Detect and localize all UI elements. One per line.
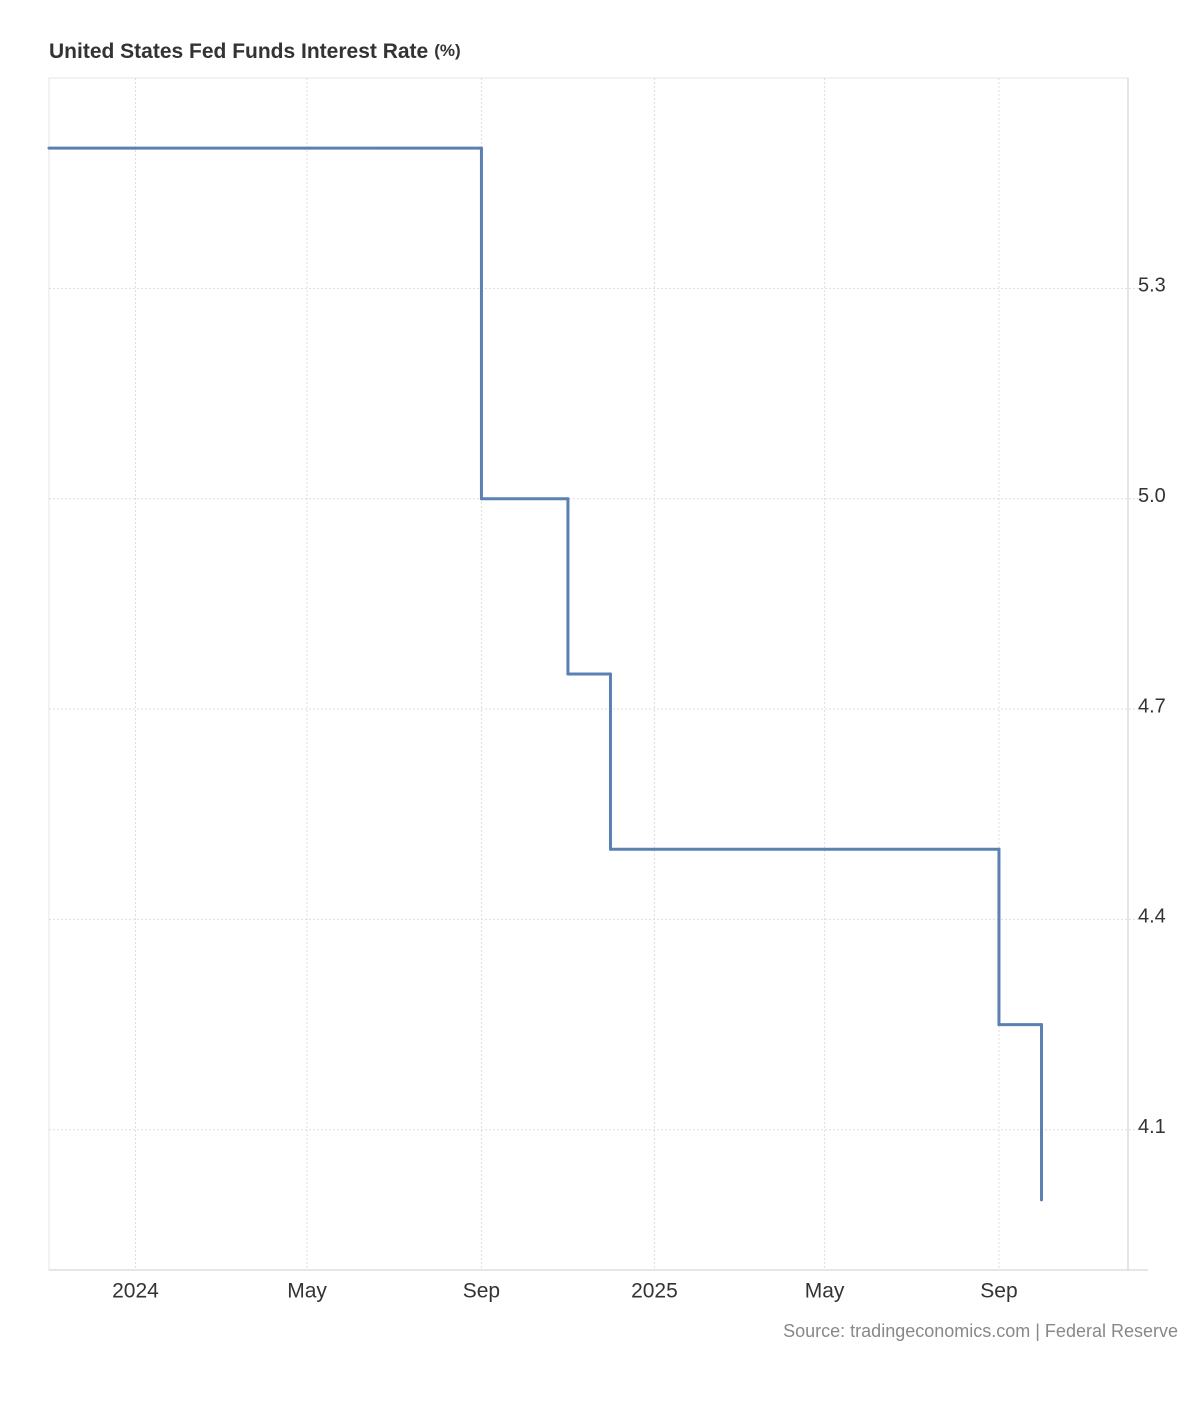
x-tick-label: May — [287, 1280, 327, 1303]
y-tick-label: 5.3 — [1138, 275, 1166, 297]
x-tick-label: May — [805, 1280, 845, 1303]
y-tick-label: 4.1 — [1138, 1116, 1166, 1138]
x-tick-label: Sep — [463, 1280, 500, 1303]
title-text: United States Fed Funds Interest Rate — [49, 40, 428, 63]
x-tick-label: Sep — [980, 1280, 1017, 1303]
x-tick-label: 2025 — [631, 1280, 678, 1303]
y-tick-label: 4.4 — [1138, 906, 1166, 928]
source: Source: tradingeconomics.com | Federal R… — [783, 1321, 1178, 1341]
y-tick-label: 4.7 — [1138, 695, 1166, 717]
chart-title: United States Fed Funds Interest Rate (%) — [49, 40, 461, 63]
x-tick-label: 2024 — [112, 1280, 159, 1303]
title-unit: (%) — [434, 41, 460, 60]
y-tick-label: 5.0 — [1138, 485, 1166, 507]
